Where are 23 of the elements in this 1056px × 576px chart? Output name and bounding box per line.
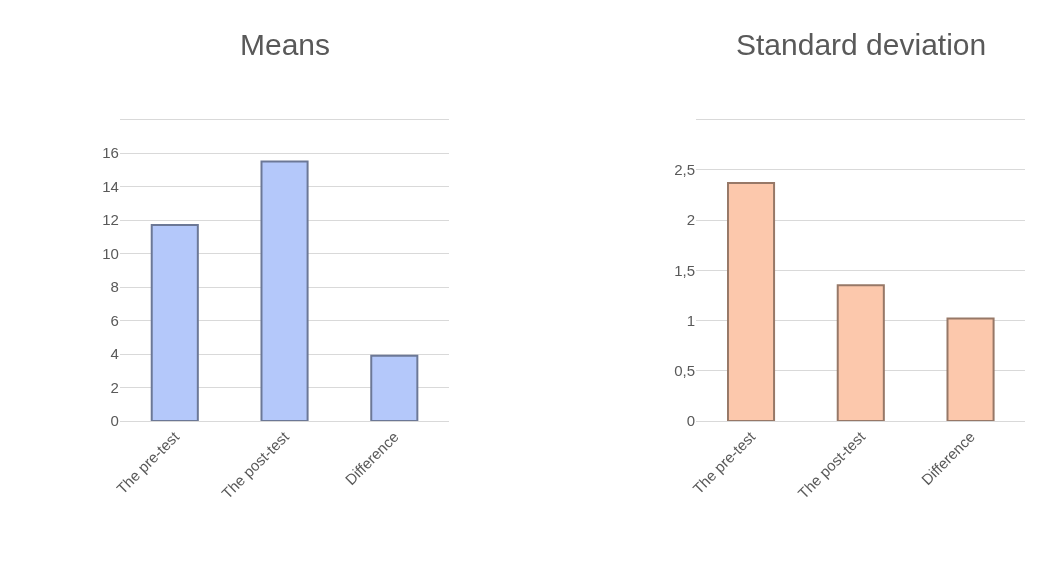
y-tick-label: 0 <box>686 412 696 430</box>
y-tick-label: 4 <box>110 345 119 363</box>
y-tick-label: 2 <box>110 378 119 396</box>
y-tick-label: 2 <box>686 211 696 229</box>
y-tick-label: 14 <box>102 177 119 195</box>
chart-title: Standard deviation <box>736 28 987 61</box>
bar <box>726 181 776 421</box>
y-tick-label: 10 <box>102 244 119 262</box>
y-tick-label: 12 <box>102 211 119 229</box>
y-tick-label: 0,5 <box>674 362 696 380</box>
y-tick-label: 1 <box>686 311 696 329</box>
y-tick-label: 8 <box>110 278 119 296</box>
y-tick-label: 2,5 <box>674 161 696 179</box>
bar <box>836 284 885 421</box>
y-tick-label: 16 <box>102 144 119 162</box>
y-tick-label: 1,5 <box>674 261 696 279</box>
y-tick-label: 0 <box>110 412 119 430</box>
bar <box>946 317 995 421</box>
bar <box>370 354 419 421</box>
y-tick-label: 6 <box>110 311 119 329</box>
bar <box>150 224 199 421</box>
bar <box>260 160 309 421</box>
chart-title: Means <box>240 28 331 61</box>
